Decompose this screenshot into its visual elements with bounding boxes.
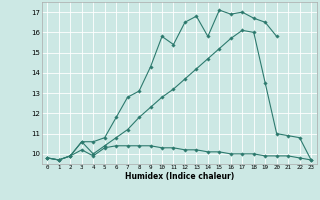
X-axis label: Humidex (Indice chaleur): Humidex (Indice chaleur) — [124, 172, 234, 181]
